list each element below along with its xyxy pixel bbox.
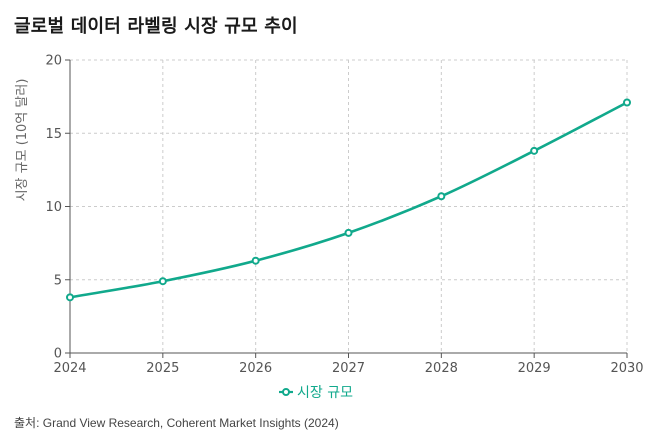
line-chart: 0 5 10 15 20 2024 2025 2026 2027 2028 2029 2030 시장… xyxy=(15,54,644,402)
y-tick-label: 5 xyxy=(54,273,62,288)
x-tick-label: 2029 xyxy=(518,361,551,376)
data-point xyxy=(251,256,260,265)
x-tick-labels: 2024 2025 2026 2027 2028 2029 2030 xyxy=(53,361,643,376)
data-point xyxy=(158,277,167,286)
x-tick-label: 2026 xyxy=(239,361,272,376)
legend-swatch-marker xyxy=(282,388,290,396)
source-note: 출처: Grand View Research, Coherent Market… xyxy=(14,414,339,431)
grid-lines xyxy=(70,59,628,353)
y-tick-label: 15 xyxy=(45,127,62,142)
series-market-size xyxy=(66,98,631,302)
source-label: 출처: xyxy=(14,416,40,430)
data-point xyxy=(530,146,539,155)
x-tick-label: 2028 xyxy=(425,361,458,376)
source-text: Grand View Research, Coherent Market Ins… xyxy=(42,416,339,430)
chart-title: 글로벌 데이터 라벨링 시장 규모 추이 xyxy=(14,16,298,37)
y-axis-label: 시장 규모 (10억 달러) xyxy=(15,79,30,202)
legend[interactable]: 시장 규모 xyxy=(279,385,353,401)
y-tick-label: 20 xyxy=(45,54,62,69)
x-tick-label: 2025 xyxy=(146,361,179,376)
data-point xyxy=(66,293,74,302)
y-tick-label: 10 xyxy=(45,200,62,215)
data-point xyxy=(344,228,353,237)
y-tick-labels: 0 5 10 15 20 xyxy=(45,54,62,362)
x-tick-label: 2030 xyxy=(610,361,643,376)
x-tick-label: 2027 xyxy=(332,361,365,376)
legend-label: 시장 규모 xyxy=(297,385,353,401)
axes xyxy=(65,59,628,358)
data-point xyxy=(623,98,631,107)
y-tick-label: 0 xyxy=(54,347,62,362)
x-tick-label: 2024 xyxy=(53,361,86,376)
data-point xyxy=(437,192,446,201)
